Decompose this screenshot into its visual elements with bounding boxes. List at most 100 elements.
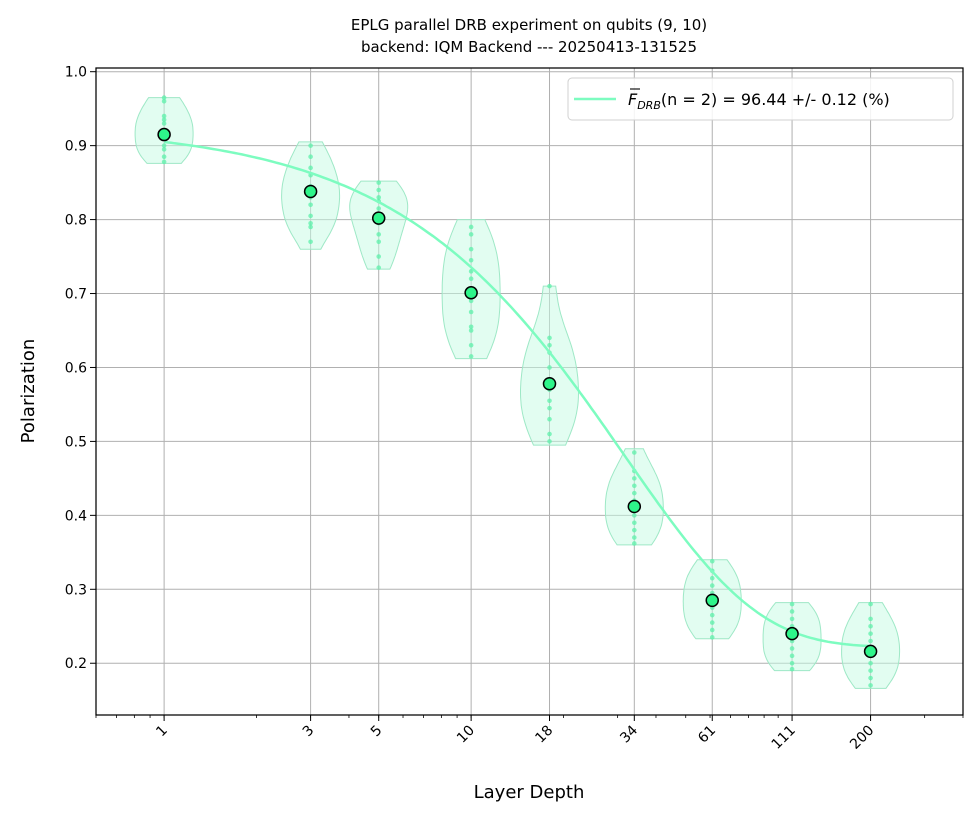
chart-subtitle: backend: IQM Backend --- 20250413-131525	[361, 38, 697, 56]
violin-1-sample-3	[161, 117, 167, 123]
mean-point-34	[627, 499, 642, 514]
violin-18-sample-7	[547, 398, 552, 404]
violin-34-sample-0	[632, 450, 637, 455]
violin-3-sample-0	[308, 143, 313, 148]
x-tick-label-1: 1	[153, 723, 171, 741]
violin-10-sample-4	[468, 269, 474, 274]
violin-61-sample-10	[709, 635, 715, 640]
mean-point-18	[542, 376, 557, 391]
violin-200-sample-9	[868, 675, 873, 681]
mean-point-1	[157, 127, 171, 142]
violin-111-sample-9	[789, 666, 795, 672]
violin-34-sample-9	[632, 527, 637, 533]
y-tick-label-0.5: 0.5	[65, 434, 87, 450]
violin-1-sample-4	[161, 121, 167, 126]
x-tick-label-3: 3	[300, 723, 318, 741]
x-axis-label: Layer Depth	[474, 782, 585, 803]
violin-18-sample-1	[547, 335, 552, 341]
violin-1-sample-1	[161, 98, 167, 104]
mean-point-61	[705, 593, 719, 608]
violin-34-sample-3	[632, 483, 637, 489]
violin-34-sample-8	[632, 520, 637, 526]
violin-5-sample-7	[376, 232, 382, 237]
violin-3-sample-11	[308, 239, 313, 245]
violin-200-sample-10	[868, 683, 873, 688]
mean-point-3	[303, 184, 318, 199]
violin-18-sample-9	[547, 416, 552, 422]
mean-point-200	[863, 644, 878, 659]
violin-200-sample-7	[868, 660, 873, 666]
mean-point-10	[464, 286, 478, 300]
violin-3-sample-10	[308, 224, 313, 230]
violin-18-sample-10	[547, 431, 552, 437]
y-tick-label-0.4: 0.4	[65, 508, 87, 524]
violin-5-sample-8	[376, 239, 382, 245]
legend-label: FDRB(n = 2) = 96.44 +/- 0.12 (%)	[628, 90, 890, 112]
y-tick-label-0.8: 0.8	[65, 213, 87, 229]
y-tick-label-1.0: 1.0	[65, 65, 87, 81]
violin-10-sample-0	[468, 224, 474, 230]
violin-111-sample-6	[789, 646, 795, 651]
violin-5-sample-0	[376, 180, 382, 185]
violin-1-sample-7	[161, 143, 167, 148]
violin-61-sample-3	[709, 583, 715, 588]
violin-61-sample-0	[709, 558, 715, 564]
x-tick-label-111: 111	[769, 723, 799, 753]
violin-61-sample-9	[709, 627, 715, 633]
violin-3-sample-1	[308, 154, 313, 160]
violin-18-sample-8	[547, 405, 552, 411]
violin-5-sample-1	[376, 187, 382, 193]
violin-200-sample-8	[868, 668, 873, 673]
mean-point-5	[371, 211, 386, 225]
y-tick-label-0.9: 0.9	[65, 139, 87, 155]
y-axis: 0.2 0.3 0.4 0.5 0.6 0.7 0.8 0.9 1.0	[65, 65, 96, 672]
violin-111-sample-2	[789, 616, 795, 622]
violin-10-sample-1	[468, 232, 474, 237]
violin-200-sample-4	[868, 638, 873, 644]
violin-10-sample-11	[468, 342, 474, 348]
fit-curve	[163, 140, 871, 648]
x-tick-label-18: 18	[532, 723, 556, 747]
violin-10-sample-8	[468, 309, 474, 315]
violin-18-sample-4	[547, 365, 552, 370]
violin-18-sample-2	[547, 342, 552, 348]
violin-61-sample-7	[709, 612, 715, 618]
x-tick-label-10: 10	[454, 723, 478, 747]
violin-10-sample-12	[468, 354, 474, 359]
violin-18-sample-0	[547, 283, 552, 289]
violin-10-sample-9	[468, 324, 474, 330]
violin-5-sample-10	[376, 265, 382, 270]
x-tick-label-34: 34	[617, 722, 641, 746]
violin-34-sample-4	[632, 490, 637, 496]
y-tick-label-0.7: 0.7	[65, 287, 87, 303]
y-axis-label: Polarization	[18, 339, 39, 444]
violin-3-sample-7	[308, 202, 313, 208]
violin-5-sample-4	[376, 206, 382, 211]
violin-10-sample-10	[468, 328, 474, 333]
violin-1-sample-10	[161, 159, 167, 165]
violin-61-sample-2	[709, 575, 715, 581]
violin-111-sample-0	[789, 601, 795, 607]
x-tick-label-5: 5	[368, 723, 386, 741]
violin-10-sample-5	[468, 276, 474, 282]
violin-5-sample-2	[376, 195, 382, 200]
violin-34-sample-2	[632, 476, 637, 481]
violin-34-sample-11	[632, 541, 637, 546]
violin-3-sample-8	[308, 213, 313, 219]
y-tick-label-0.3: 0.3	[65, 582, 87, 598]
violin-1-sample-2	[161, 113, 167, 119]
x-tick-label-61: 61	[695, 723, 719, 747]
violins	[134, 95, 901, 689]
violin-34-sample-7	[632, 513, 637, 518]
x-tick-label-200: 200	[847, 723, 877, 753]
legend: FDRB(n = 2) = 96.44 +/- 0.12 (%)	[567, 77, 954, 121]
violin-200-sample-1	[868, 616, 873, 622]
violin-3-sample-2	[308, 165, 313, 171]
violin-111-sample-7	[789, 653, 795, 659]
violin-3-sample-9	[308, 220, 313, 226]
violin-10-sample-7	[468, 298, 474, 304]
y-tick-label-0.2: 0.2	[65, 656, 87, 672]
violin-1-sample-0	[161, 95, 167, 100]
violin-200-sample-0	[868, 601, 873, 607]
